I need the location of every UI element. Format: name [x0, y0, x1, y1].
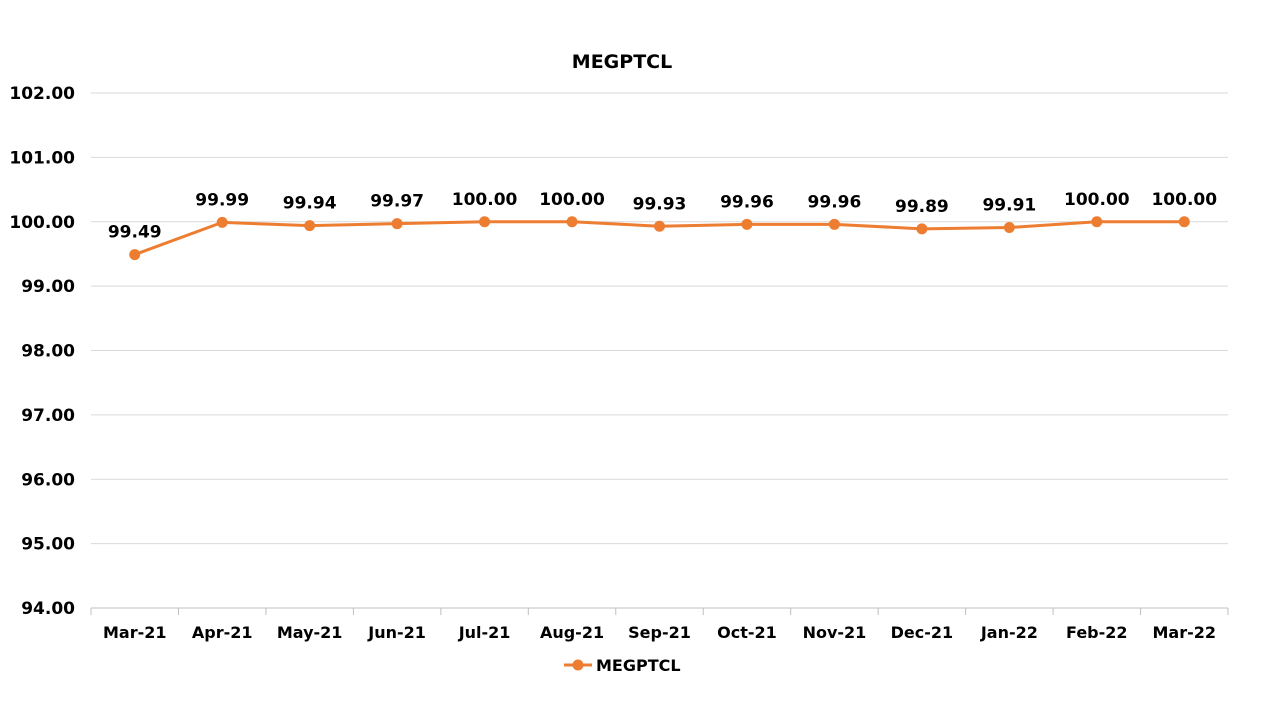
x-tick-label: Aug-21 [540, 623, 604, 642]
legend-marker [572, 659, 584, 671]
data-label: 100.00 [452, 190, 518, 210]
data-label: 99.94 [283, 194, 337, 214]
y-tick-label: 100.00 [9, 213, 75, 233]
data-label: 100.00 [539, 190, 605, 210]
data-label: 99.99 [195, 190, 249, 210]
x-tick-label: Jan-22 [980, 623, 1038, 642]
y-tick-label: 95.00 [21, 535, 75, 555]
data-point [129, 249, 141, 261]
data-label: 100.00 [1064, 190, 1130, 210]
data-point [916, 223, 928, 235]
legend: MEGPTCL [564, 656, 681, 675]
series-layer [129, 216, 1190, 261]
y-tick-label: 94.00 [21, 599, 75, 619]
x-tick-label: Sep-21 [628, 623, 691, 642]
y-tick-label: 102.00 [9, 84, 75, 104]
x-tick-label: Oct-21 [717, 623, 777, 642]
data-label: 99.49 [108, 223, 162, 243]
data-point [391, 218, 403, 230]
data-point [741, 218, 753, 230]
y-tick-label: 101.00 [9, 148, 75, 168]
data-label: 99.96 [808, 192, 862, 212]
y-tick-label: 99.00 [21, 277, 75, 297]
x-tick-label: May-21 [277, 623, 343, 642]
data-labels: 99.49 99.99 99.94 99.97 100.00 100.00 99.93 99.… [108, 190, 1217, 243]
x-tick-label: Mar-22 [1153, 623, 1217, 642]
data-label: 100.00 [1151, 190, 1217, 210]
data-point [216, 216, 228, 228]
data-point [566, 216, 578, 228]
x-tick-label: Apr-21 [192, 623, 253, 642]
x-tick-label: Feb-22 [1066, 623, 1128, 642]
y-tick-label: 97.00 [21, 406, 75, 426]
data-label: 99.91 [982, 196, 1036, 216]
x-tick-label: Dec-21 [891, 623, 954, 642]
y-axis-ticks: 94.00 95.00 96.00 97.00 98.00 99.00 100.00 101.… [9, 84, 75, 619]
x-tick-label: Jun-21 [367, 623, 426, 642]
data-point [479, 216, 491, 228]
data-label: 99.96 [720, 192, 774, 212]
y-tick-label: 98.00 [21, 342, 75, 362]
x-tick-label: Jul-21 [458, 623, 511, 642]
x-tick-label: Nov-21 [803, 623, 867, 642]
data-point [1003, 222, 1015, 234]
x-axis: Mar-21 Apr-21 May-21 Jun-21 Jul-21 Aug-21 Sep-… [90, 607, 1229, 642]
data-point [654, 220, 665, 232]
y-tick-label: 96.00 [21, 470, 75, 490]
data-label: 99.89 [895, 197, 949, 217]
gridlines [91, 92, 1228, 545]
data-point [1091, 216, 1103, 228]
chart-title: MEGPTCL [572, 51, 672, 73]
data-label: 99.93 [633, 194, 687, 214]
x-tick-label: Mar-21 [103, 623, 167, 642]
data-point [1178, 216, 1190, 228]
legend-label: MEGPTCL [596, 656, 681, 675]
data-point [828, 218, 840, 230]
data-point [304, 220, 316, 232]
data-label: 99.97 [370, 192, 424, 212]
